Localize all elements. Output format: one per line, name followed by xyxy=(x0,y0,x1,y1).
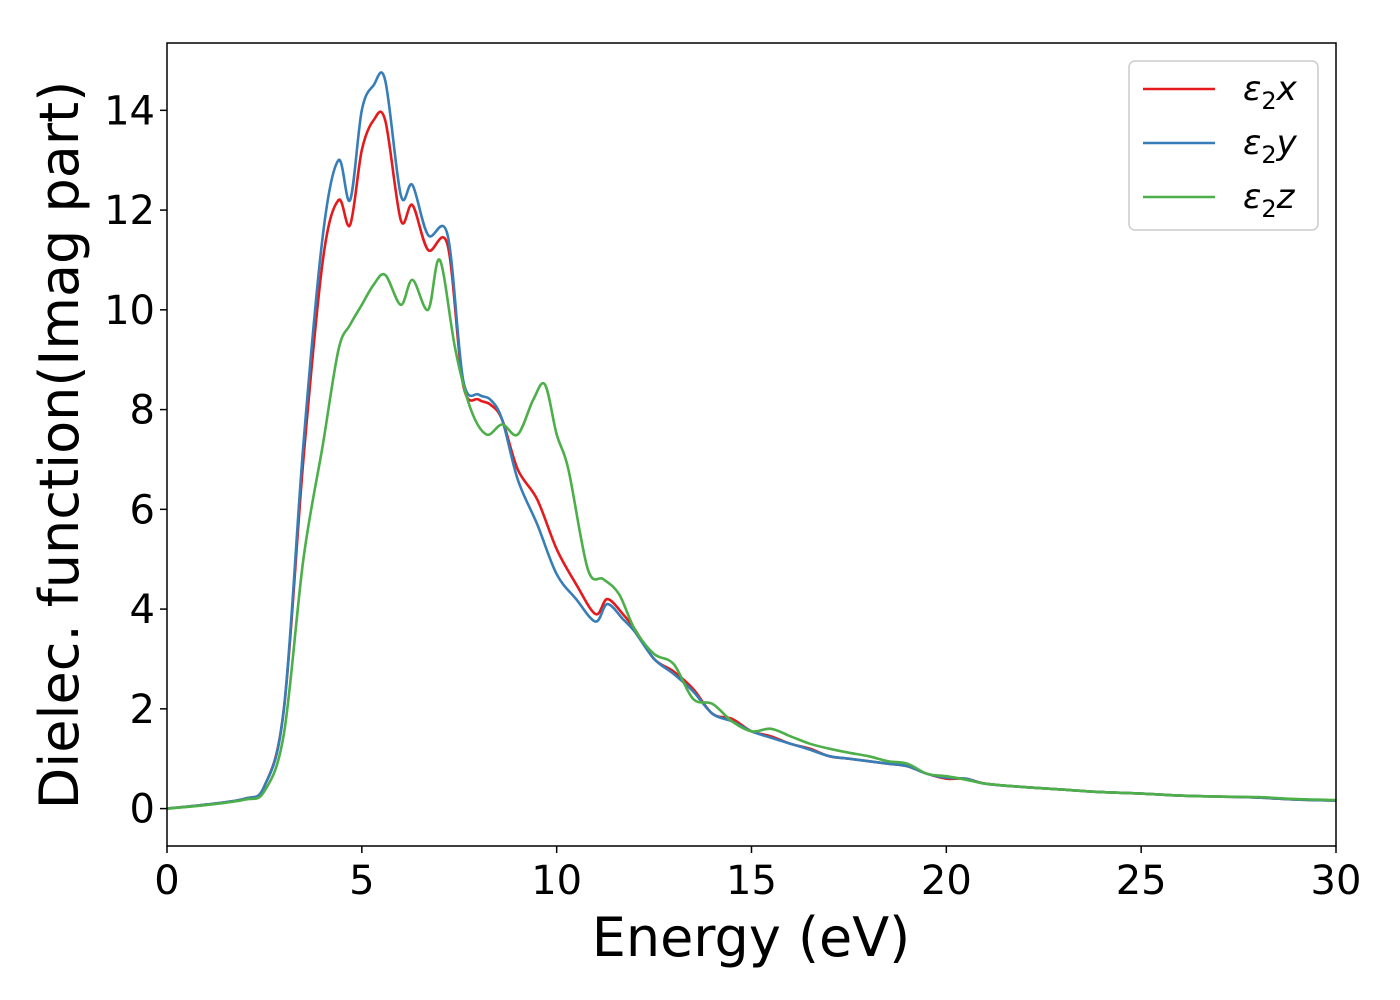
x-tick-label: 15 xyxy=(726,858,777,904)
legend-label: ε2y xyxy=(1243,123,1298,169)
legend-label: ε2z xyxy=(1243,177,1296,223)
x-tick-label: 25 xyxy=(1116,858,1167,904)
y-tick-label: 14 xyxy=(104,88,155,134)
x-tick-label: 10 xyxy=(531,858,582,904)
x-tick-label: 5 xyxy=(349,858,374,904)
y-tick-label: 8 xyxy=(130,388,155,434)
x-axis-label: Energy (eV) xyxy=(592,906,911,969)
x-tick-label: 30 xyxy=(1311,858,1362,904)
series-line-3 xyxy=(166,258,1337,810)
x-tick-label: 20 xyxy=(921,858,972,904)
legend: ε2x ε2y ε2z xyxy=(1128,60,1319,231)
series-layer xyxy=(166,71,1337,810)
y-axis-label: Dielec. function(Imag part) xyxy=(28,81,91,810)
y-tick-label: 0 xyxy=(130,787,155,833)
x-tick-label: 0 xyxy=(154,858,179,904)
y-tick-label: 4 xyxy=(130,587,155,633)
x-axis: 0 5 10 15 20 25 30 xyxy=(154,846,1361,904)
y-axis: 0 2 4 6 8 10 12 14 xyxy=(104,88,167,833)
y-tick-label: 12 xyxy=(104,188,155,234)
legend-label: ε2x xyxy=(1243,69,1298,115)
y-tick-label: 10 xyxy=(104,288,155,334)
y-tick-label: 6 xyxy=(130,487,155,533)
legend-box xyxy=(1128,60,1319,231)
y-tick-label: 2 xyxy=(130,687,155,733)
